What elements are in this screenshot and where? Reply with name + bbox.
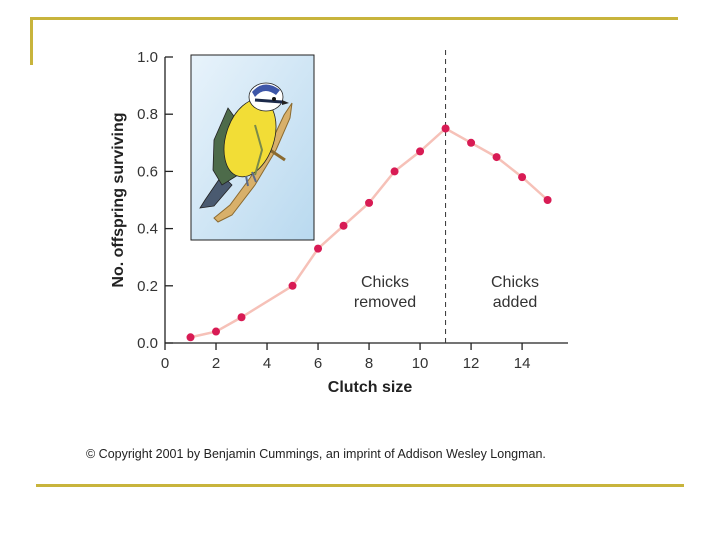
data-point <box>288 281 297 290</box>
frame-top-rule <box>30 17 678 20</box>
series-layer <box>186 124 552 342</box>
data-point <box>543 196 552 204</box>
y-tick-label: 0.8 <box>137 106 158 123</box>
annotation-right-line1: Chicks <box>491 274 539 291</box>
data-point <box>492 153 501 162</box>
x-tick-label: 6 <box>314 355 322 372</box>
data-point <box>441 124 450 133</box>
y-tick-label: 0.2 <box>137 278 158 295</box>
data-point <box>314 244 323 253</box>
data-point <box>365 198 374 207</box>
x-tick-label: 8 <box>365 355 373 372</box>
x-tick-label: 0 <box>161 355 169 372</box>
frame-bottom-rule <box>36 484 684 487</box>
x-tick-label: 10 <box>412 355 429 372</box>
data-point <box>467 138 476 147</box>
chart-axes: 0 2 4 6 8 10 12 14 0.0 0.2 0.4 0.6 0.8 1.0 <box>137 49 568 372</box>
data-point <box>186 333 195 342</box>
data-point <box>339 221 348 230</box>
y-axis-title: No. offspring surviving <box>110 112 127 287</box>
y-tick-label: 0.0 <box>137 335 158 352</box>
series-line <box>190 126 549 339</box>
annotation-left-line1: Chicks <box>361 274 409 291</box>
x-tick-label: 2 <box>212 355 220 372</box>
x-tick-label: 4 <box>263 355 271 372</box>
x-tick-label: 12 <box>463 355 480 372</box>
annotation-right-line2: added <box>493 294 538 311</box>
data-point <box>518 173 527 182</box>
data-point <box>390 167 399 176</box>
y-tick-label: 0.6 <box>137 163 158 180</box>
y-tick-label: 1.0 <box>137 49 158 66</box>
data-point <box>212 327 221 336</box>
copyright-notice: © Copyright 2001 by Benjamin Cummings, a… <box>86 447 546 461</box>
data-point <box>237 313 246 322</box>
annotation-left-line2: removed <box>354 294 416 311</box>
bird-illustration <box>190 54 315 241</box>
y-tick-label: 0.4 <box>137 221 158 238</box>
x-axis-title: Clutch size <box>328 379 413 396</box>
x-tick-label: 14 <box>514 355 531 372</box>
data-point <box>416 147 425 156</box>
frame-left-rule <box>30 17 33 65</box>
